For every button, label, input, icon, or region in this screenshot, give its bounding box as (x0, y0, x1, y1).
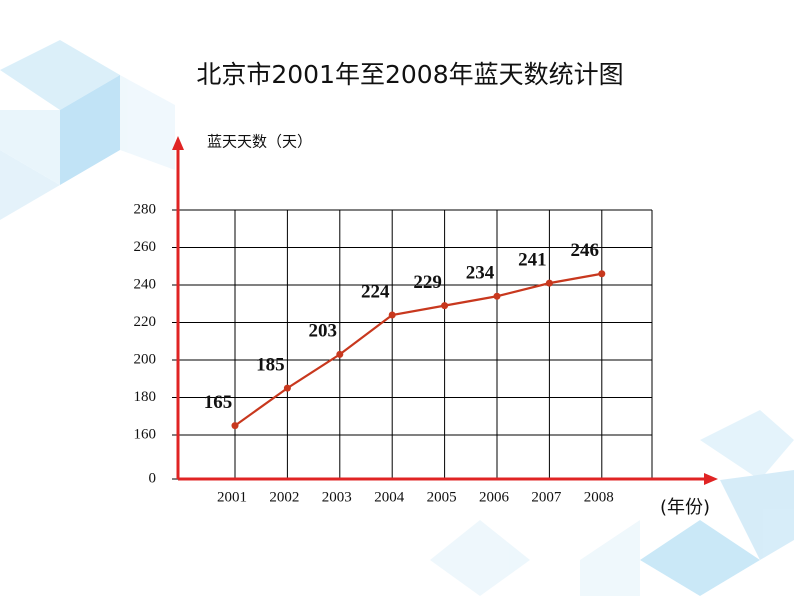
x-tick-label: 2002 (269, 489, 299, 505)
x-axis-arrow (704, 473, 718, 485)
data-label: 203 (309, 321, 338, 342)
x-tick-label: 2004 (374, 489, 405, 505)
x-tick-label: 2006 (479, 489, 510, 505)
x-axis-label: (年份) (660, 497, 710, 518)
data-label: 224 (361, 281, 390, 302)
x-tick-label: 2001 (217, 489, 247, 505)
data-point (231, 422, 239, 430)
y-tick-label: 260 (134, 239, 157, 255)
x-tick-label: 2008 (584, 489, 614, 505)
data-point (336, 350, 344, 358)
data-line (234, 272, 602, 427)
background-decoration (0, 40, 794, 596)
data-point (598, 270, 606, 278)
data-label: 234 (466, 263, 495, 284)
data-point (441, 302, 449, 310)
y-tick-label: 180 (134, 389, 157, 405)
y-axis-label: 蓝天天数（天） (207, 133, 312, 151)
data-point (493, 292, 501, 300)
y-axis-arrow (172, 136, 184, 150)
y-tick-label: 280 (134, 201, 157, 217)
x-tick-label: 2003 (322, 489, 352, 505)
data-label: 229 (413, 272, 442, 293)
data-label: 241 (518, 249, 547, 270)
y-tick-label: 240 (134, 276, 157, 292)
data-point (388, 311, 396, 319)
data-label: 246 (571, 240, 600, 261)
data-point (545, 279, 553, 287)
data-label: 185 (256, 354, 285, 375)
x-tick-label: 2007 (531, 489, 562, 505)
y-tick-label: 200 (134, 351, 157, 367)
chart-title: 北京市2001年至2008年蓝天数统计图 (196, 60, 623, 89)
y-tick-label: 220 (134, 314, 157, 330)
x-tick-label: 2005 (427, 489, 457, 505)
y-tick-label: 0 (149, 470, 157, 486)
y-tick-label: 160 (134, 426, 157, 442)
data-label: 165 (204, 392, 233, 413)
data-point (283, 384, 291, 392)
